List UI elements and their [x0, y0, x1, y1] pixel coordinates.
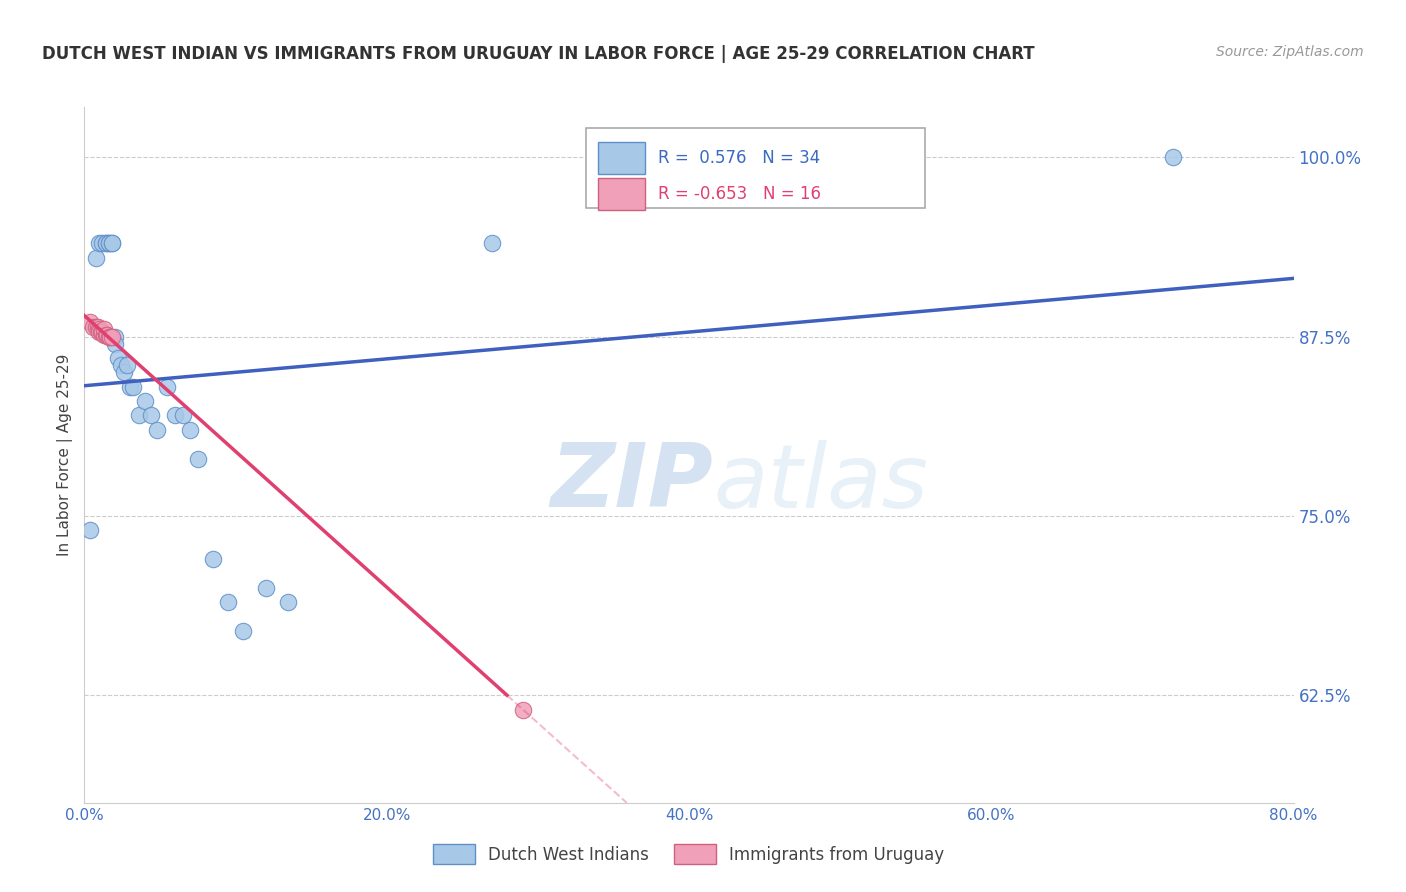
Point — [79, 523, 101, 537]
Legend: Dutch West Indians, Immigrants from Uruguay: Dutch West Indians, Immigrants from Urug… — [427, 838, 950, 871]
Point — [254, 581, 277, 595]
Point — [139, 409, 162, 423]
Point — [100, 236, 122, 251]
Point — [97, 236, 120, 251]
Point — [112, 366, 135, 380]
Text: ZIP: ZIP — [550, 439, 713, 526]
Point — [165, 409, 187, 423]
Point — [90, 325, 112, 339]
Point — [82, 319, 104, 334]
FancyBboxPatch shape — [599, 143, 645, 174]
Point — [187, 451, 209, 466]
Point — [146, 423, 169, 437]
Point — [89, 236, 111, 251]
Point — [118, 380, 141, 394]
Point — [104, 329, 127, 343]
Point — [128, 409, 150, 423]
Point — [172, 409, 194, 423]
Point — [93, 328, 115, 343]
Point — [93, 322, 115, 336]
Point — [232, 624, 254, 638]
Point — [201, 552, 224, 566]
Point — [98, 329, 121, 343]
Point — [86, 319, 108, 334]
Point — [91, 236, 114, 251]
Point — [89, 325, 111, 339]
Point — [1161, 150, 1184, 164]
Point — [94, 328, 117, 343]
Text: R =  0.576   N = 34: R = 0.576 N = 34 — [658, 149, 820, 168]
Point — [79, 315, 101, 329]
Text: atlas: atlas — [713, 440, 928, 525]
Point — [179, 423, 201, 437]
Point — [91, 325, 114, 339]
FancyBboxPatch shape — [599, 178, 645, 210]
Text: R = -0.653   N = 16: R = -0.653 N = 16 — [658, 185, 821, 202]
Point — [94, 236, 117, 251]
Point — [107, 351, 129, 365]
Point — [110, 358, 132, 372]
Point — [87, 319, 110, 334]
Point — [481, 236, 503, 251]
Point — [100, 236, 122, 251]
Point — [115, 358, 138, 372]
Point — [96, 328, 118, 343]
Y-axis label: In Labor Force | Age 25-29: In Labor Force | Age 25-29 — [56, 354, 73, 556]
Point — [134, 394, 156, 409]
Point — [104, 336, 127, 351]
Point — [217, 595, 239, 609]
Point — [512, 702, 534, 716]
Point — [89, 322, 111, 336]
Point — [94, 236, 117, 251]
Point — [156, 380, 179, 394]
Point — [97, 236, 120, 251]
Point — [86, 251, 108, 265]
Point — [100, 329, 122, 343]
Text: DUTCH WEST INDIAN VS IMMIGRANTS FROM URUGUAY IN LABOR FORCE | AGE 25-29 CORRELAT: DUTCH WEST INDIAN VS IMMIGRANTS FROM URU… — [42, 45, 1035, 62]
FancyBboxPatch shape — [586, 128, 925, 208]
Text: Source: ZipAtlas.com: Source: ZipAtlas.com — [1216, 45, 1364, 59]
Point — [277, 595, 299, 609]
Point — [121, 380, 143, 394]
Point — [97, 329, 120, 343]
